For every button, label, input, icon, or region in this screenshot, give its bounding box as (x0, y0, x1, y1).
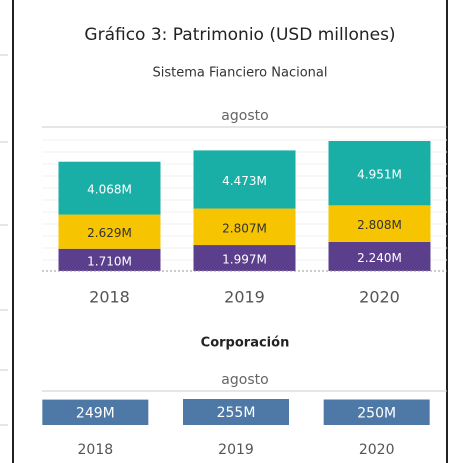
data-label: 249M (76, 405, 115, 421)
data-label: 250M (357, 405, 396, 421)
column-header: agosto (221, 372, 268, 388)
bar-segment (328, 241, 431, 271)
x-tick-label: 2020 (359, 442, 395, 458)
data-label: 4.951M (357, 168, 402, 182)
data-label: 2.240M (357, 251, 402, 265)
bar-segment (58, 161, 161, 215)
chart-title: Gráfico 3: Patrimonio (USD millones) (84, 25, 395, 45)
chart-subtitle: Corporación (201, 336, 290, 351)
bar-segment (193, 245, 296, 271)
x-tick-label: 2018 (89, 288, 130, 307)
chart-subtitle: Sistema Fianciero Nacional (153, 66, 328, 81)
data-label: 1.997M (222, 253, 267, 267)
data-label: 2.629M (87, 226, 132, 240)
data-label: 4.473M (222, 174, 267, 188)
bar-segment (328, 205, 431, 242)
bar-segment (58, 248, 161, 271)
data-label: 255M (217, 405, 256, 421)
bar-segment (193, 208, 296, 246)
x-tick-label: 2018 (78, 442, 114, 458)
x-tick-label: 2019 (224, 288, 265, 307)
column-header: agosto (221, 108, 268, 124)
data-label: 2.808M (357, 218, 402, 232)
left-panel (0, 0, 12, 463)
bar (183, 399, 289, 425)
data-label: 2.807M (222, 221, 267, 235)
bar (323, 399, 430, 425)
data-label: 4.068M (87, 183, 132, 197)
bar-segment (58, 214, 161, 249)
x-tick-label: 2019 (218, 442, 254, 458)
x-tick-label: 2020 (359, 288, 400, 307)
bar (42, 399, 149, 425)
data-label: 1.710M (87, 254, 132, 268)
bar-segment (328, 141, 431, 206)
bar-segment (193, 150, 296, 209)
